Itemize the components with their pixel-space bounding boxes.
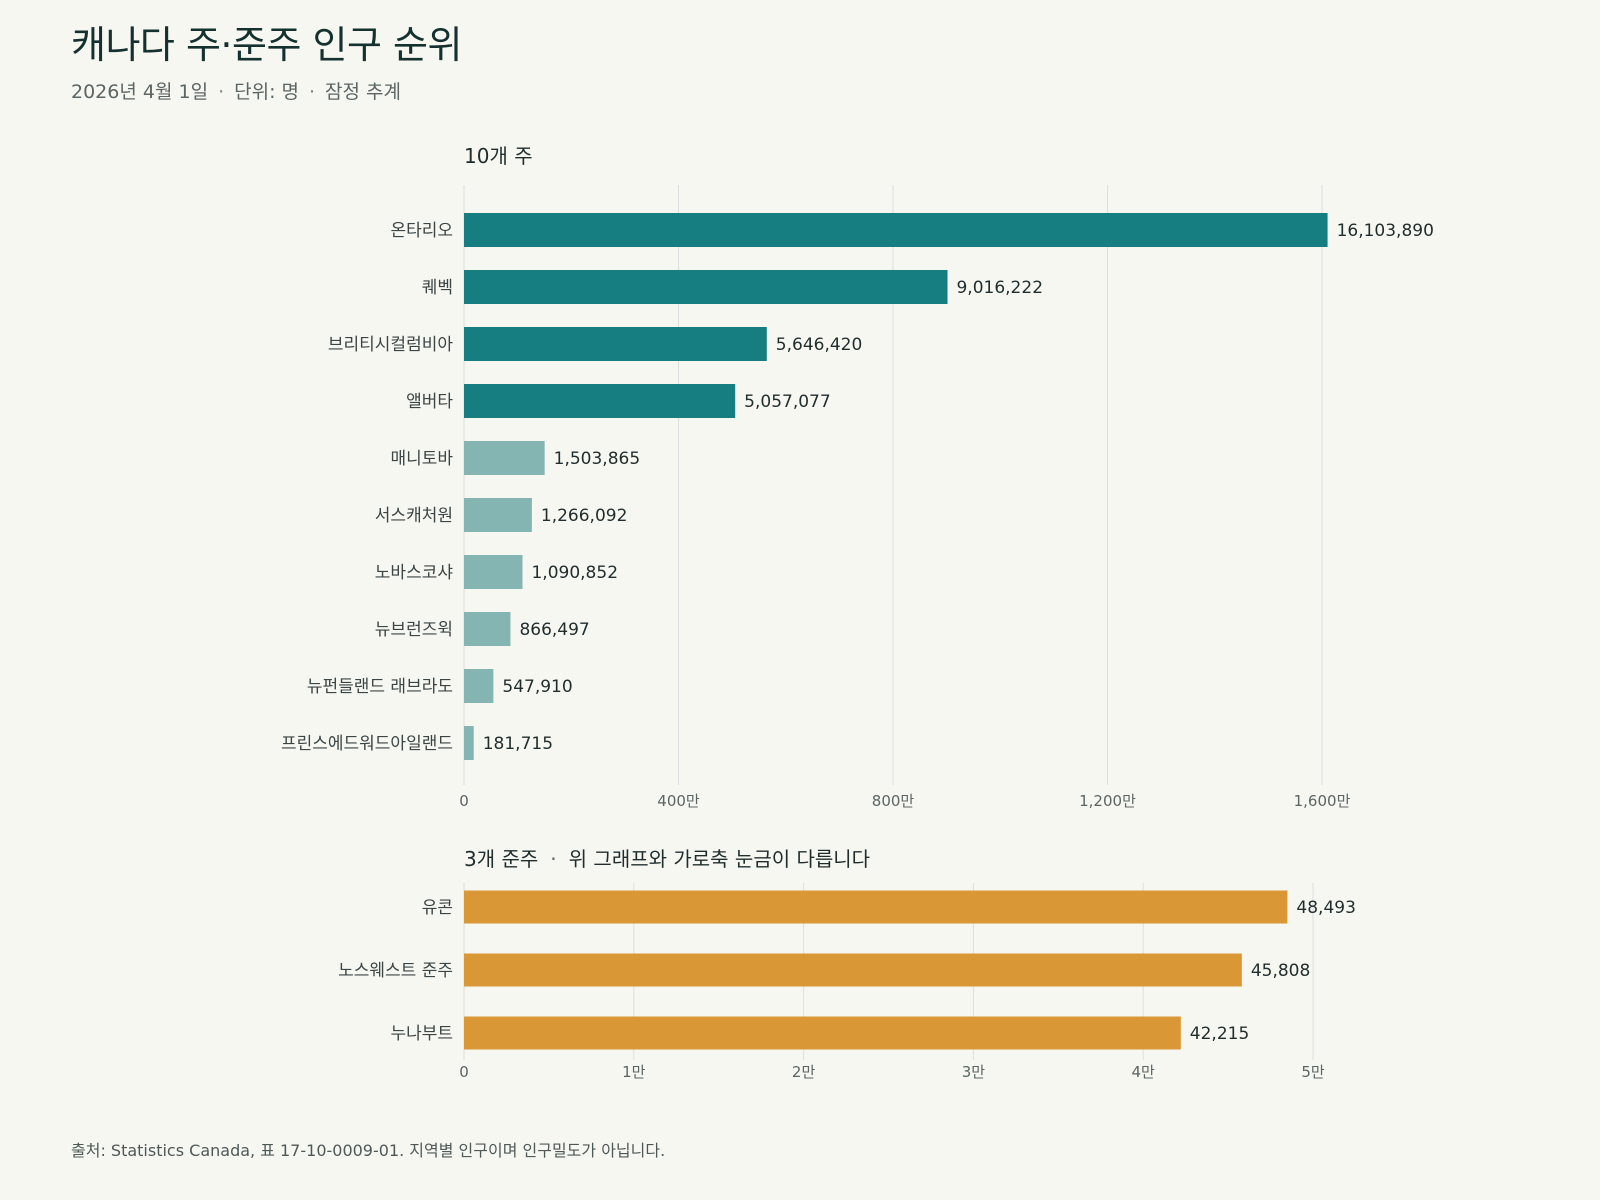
territory-bar [464,890,1288,924]
territory-category-label: 유콘 [422,898,453,918]
province-category-label: 프린스에드워드아일랜드 [281,734,453,754]
x-tick-label: 400만 [657,792,700,810]
territory-value-label: 48,493 [1296,898,1355,918]
provinces-panel-title-text: 10개 주 [464,144,533,168]
subtitle-separator: · [218,81,225,103]
province-value-label: 1,266,092 [541,506,628,526]
subtitle-note: 잠정 추계 [325,81,402,103]
territory-bar [464,1016,1181,1050]
territory-value-label: 42,215 [1190,1024,1249,1044]
province-category-label: 뉴펀들랜드 래브라도 [307,677,453,697]
province-bar [464,441,545,475]
source-note: 출처: Statistics Canada, 표 17-10-0009-01. … [71,1141,666,1160]
province-category-label: 뉴브런즈윅 [375,620,453,640]
x-tick-label: 0 [459,1063,469,1081]
x-tick-label: 4만 [1132,1063,1156,1081]
province-value-label: 547,910 [502,677,572,697]
province-bar [464,327,767,361]
territory-category-label: 누나부트 [390,1024,453,1044]
province-value-label: 9,016,222 [956,278,1043,298]
x-tick-label: 2만 [792,1063,816,1081]
territory-category-label: 노스웨스트 준주 [338,961,453,981]
province-value-label: 5,646,420 [776,335,863,355]
page-title: 캐나다 주·준주 인구 순위 [71,23,462,67]
subtitle: 2026년 4월 1일 · 단위: 명 · 잠정 추계 [71,77,401,104]
territory-bar [464,953,1242,987]
province-bar [464,555,523,589]
panel-title-separator: · [550,847,557,871]
province-bar [464,384,736,418]
province-value-label: 5,057,077 [744,392,831,412]
province-category-label: 퀘벡 [422,278,453,298]
x-tick-label: 3만 [962,1063,986,1081]
province-bar [464,213,1328,247]
province-value-label: 1,503,865 [554,449,641,469]
province-category-label: 매니토바 [390,449,453,469]
x-tick-label: 0 [459,792,469,810]
province-category-label: 브리티시컬럼비아 [328,335,453,355]
province-bar [464,270,948,304]
territories-panel-title-text: 3개 준주 [464,847,539,871]
province-value-label: 866,497 [519,620,589,640]
x-tick-label: 800만 [872,792,915,810]
province-category-label: 노바스코샤 [375,563,454,583]
x-tick-label: 1,200만 [1079,792,1136,810]
province-value-label: 1,090,852 [531,563,618,583]
province-category-label: 앨버타 [406,392,453,412]
subtitle-separator: · [309,81,316,103]
province-value-label: 181,715 [483,734,553,754]
territories-panel-note: 위 그래프와 가로축 눈금이 다릅니다 [568,847,871,871]
x-tick-label: 1,600만 [1294,792,1351,810]
province-bar [464,726,474,760]
territory-value-label: 45,808 [1251,961,1310,981]
provinces-panel-title: 10개 주 [464,140,533,169]
x-tick-label: 1만 [622,1063,646,1081]
province-category-label: 서스캐처원 [375,506,453,526]
subtitle-unit: 단위: 명 [234,81,299,103]
subtitle-date: 2026년 4월 1일 [71,81,209,103]
province-category-label: 온타리오 [390,221,453,241]
province-bar [464,669,494,703]
province-value-label: 16,103,890 [1337,221,1434,241]
province-bar [464,612,511,646]
province-bar [464,498,532,532]
x-tick-label: 5만 [1301,1063,1325,1081]
territories-panel-title: 3개 준주 · 위 그래프와 가로축 눈금이 다릅니다 [464,843,870,872]
